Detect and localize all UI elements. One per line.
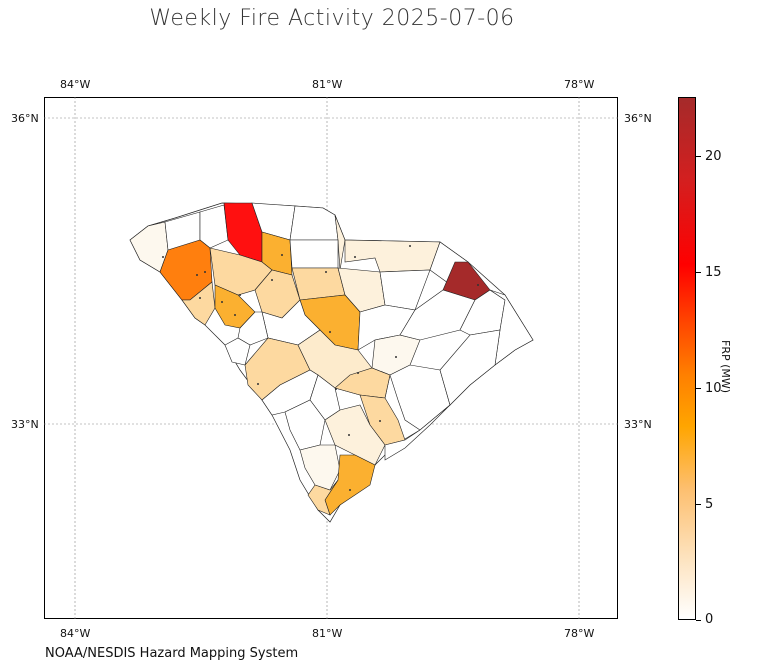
lat-tick-left-33n: 33°N [11,418,39,431]
colorbar-title: FRP (MW) [719,340,732,394]
county-oconee [129,221,169,273]
fire-point [281,254,283,256]
lon-tick-bottom-81w: 81°W [312,627,343,640]
colorbar [678,97,696,620]
county-horry [489,289,534,366]
fire-point [348,434,350,436]
fire-point [271,279,273,281]
data-source-credit: NOAA/NESDIS Hazard Mapping System [45,646,299,661]
colorbar-tick-mark [696,156,701,157]
colorbar-label-5: 5 [705,497,714,512]
lat-tick-left-36n: 36°N [11,112,39,125]
colorbar-label-0: 0 [705,612,714,627]
county-greenville [199,204,229,249]
fire-point [409,245,411,247]
fire-point [335,388,337,390]
lon-tick-bottom-84w: 84°W [60,627,91,640]
fire-point [379,420,381,422]
fire-point [204,271,206,273]
colorbar-tick-mark [696,388,701,389]
fire-point [239,294,241,296]
colorbar-tick-mark [696,504,701,505]
fire-point [354,256,356,258]
fire-point [196,274,198,276]
colorbar-label-10: 10 [705,381,722,396]
lat-tick-right-36n: 36°N [624,112,652,125]
fire-point [477,284,479,286]
fire-point [349,489,351,491]
county-york [289,205,339,241]
colorbar-label-20: 20 [705,149,722,164]
fire-point [162,256,164,258]
lat-tick-right-33n: 33°N [624,418,652,431]
colorbar-tick-mark [696,620,701,621]
fire-point [257,383,259,385]
fire-point [221,301,223,303]
county-edgefield [224,337,251,366]
fire-point [395,356,397,358]
fire-point [357,372,359,374]
fire-point [329,331,331,333]
lon-tick-top-78w: 78°W [564,78,595,91]
colorbar-tick-mark [696,272,701,273]
colorbar-label-15: 15 [705,265,722,280]
county-chester [289,239,339,269]
county-hampton [299,444,341,491]
fire-detections [162,245,479,491]
fire-point [325,271,327,273]
lon-tick-top-84w: 84°W [60,78,91,91]
lon-tick-bottom-78w: 78°W [564,627,595,640]
counties [129,202,534,516]
fire-point [199,297,201,299]
county-fairfield [291,267,346,301]
fire-point [234,314,236,316]
county-charleston [384,404,451,461]
lon-tick-top-81w: 81°W [312,78,343,91]
county-jasper [307,479,339,516]
map-title: Weekly Fire Activity 2025-07-06 [149,6,515,31]
